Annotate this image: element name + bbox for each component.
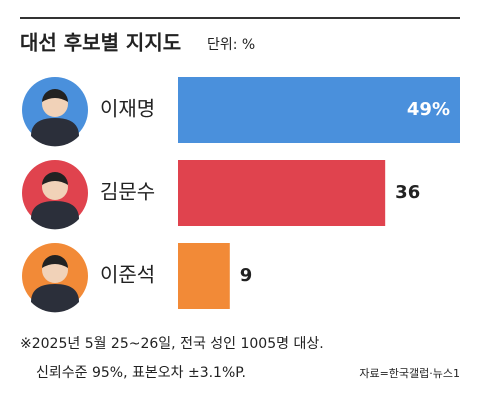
chart-subtitle: 단위: % bbox=[207, 37, 255, 53]
value-label: 36 bbox=[395, 182, 420, 203]
bar bbox=[178, 77, 460, 143]
source: 자료=한국갤럽·뉴스1 bbox=[359, 366, 460, 380]
bar bbox=[178, 243, 230, 309]
category-label: 이재명 bbox=[100, 97, 155, 121]
note: ※2025년 5월 25~26일, 전국 성인 1005명 대상. bbox=[20, 336, 324, 352]
note: 신뢰수준 95%, 표본오차 ±3.1%P. bbox=[36, 365, 246, 381]
photo-body bbox=[31, 118, 79, 147]
chart-title: 대선 후보별 지지도 bbox=[20, 31, 181, 55]
photo-hair bbox=[42, 255, 68, 268]
photo-hair bbox=[42, 89, 68, 102]
top-rule bbox=[20, 17, 460, 19]
category-label: 이준석 bbox=[100, 263, 155, 287]
photo-body bbox=[31, 284, 79, 313]
bar bbox=[178, 160, 386, 226]
category-label: 김문수 bbox=[100, 180, 155, 204]
photo-body bbox=[31, 201, 79, 230]
photo-hair bbox=[42, 172, 68, 185]
value-label: 49% bbox=[407, 99, 450, 120]
value-label: 9 bbox=[240, 265, 253, 286]
